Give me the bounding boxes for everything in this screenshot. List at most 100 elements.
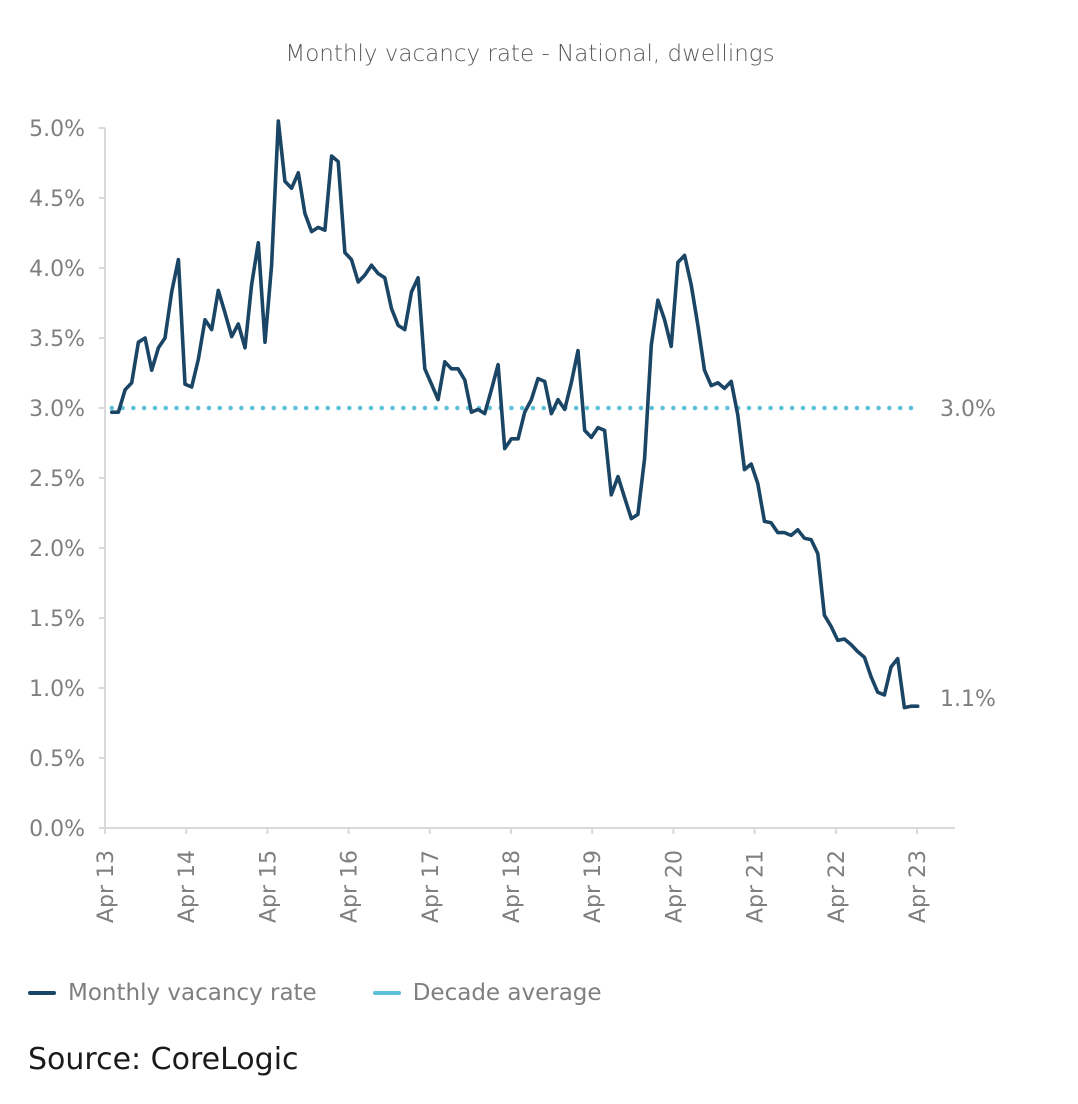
x-tick-label: Apr 14 xyxy=(175,850,200,923)
vacancy-data-point xyxy=(537,377,540,380)
y-tick-label: 4.0% xyxy=(29,257,85,282)
vacancy-data-point xyxy=(330,155,333,158)
vacancy-data-point xyxy=(110,411,113,414)
x-tick-label: Apr 21 xyxy=(744,850,769,923)
vacancy-data-point xyxy=(503,447,506,450)
vacancy-data-point xyxy=(224,311,227,314)
vacancy-data-point xyxy=(457,367,460,370)
vacancy-data-point xyxy=(290,187,293,190)
vacancy-data-point xyxy=(463,379,466,382)
vacancy-data-point xyxy=(743,468,746,471)
vacancy-data-point xyxy=(350,258,353,261)
vacancy-data-point xyxy=(217,289,220,292)
vacancy-data-point xyxy=(477,408,480,411)
vacancy-data-point xyxy=(403,328,406,331)
vacancy-data-point xyxy=(144,337,147,340)
y-tick-label: 0.0% xyxy=(29,817,85,842)
vacancy-data-point xyxy=(377,272,380,275)
vacancy-data-point xyxy=(876,691,879,694)
x-tick-label: Apr 15 xyxy=(256,850,281,923)
vacancy-data-point xyxy=(303,212,306,215)
vacancy-data-point xyxy=(170,290,173,293)
chart-title: Monthly vacancy rate - National, dwellin… xyxy=(285,41,774,67)
vacancy-data-point xyxy=(610,493,613,496)
vacancy-data-point xyxy=(763,520,766,523)
legend-item-monthly-vacancy-rate[interactable]: Monthly vacancy rate xyxy=(28,980,317,1006)
y-tick-label: 0.5% xyxy=(29,747,85,772)
vacancy-data-point xyxy=(317,226,320,229)
x-axis: Apr 13 Apr 14 Apr 15 Apr 16 Apr 17 Apr 18 Apr … xyxy=(94,827,955,923)
vacancy-data-point xyxy=(517,437,520,440)
vacancy-data-point xyxy=(916,705,919,708)
vacancy-data-point xyxy=(137,341,140,344)
vacancy-data-point xyxy=(337,160,340,163)
vacancy-data-point xyxy=(836,639,839,642)
vacancy-data-point xyxy=(603,429,606,432)
legend-swatch-decade-average xyxy=(372,991,401,995)
vacancy-data-point xyxy=(270,264,273,267)
vacancy-data-point xyxy=(323,229,326,232)
vacancy-data-point xyxy=(443,360,446,363)
y-tick-label: 2.0% xyxy=(29,537,85,562)
vacancy-data-point xyxy=(636,513,639,516)
vacancy-end-label: 1.1% xyxy=(940,687,996,712)
decade-average-end-label: 3.0% xyxy=(940,397,996,422)
vacancy-data-point xyxy=(204,318,207,321)
vacancy-data-point xyxy=(630,517,633,520)
vacancy-data-point xyxy=(663,318,666,321)
vacancy-data-point xyxy=(510,437,513,440)
vacancy-data-point xyxy=(383,276,386,279)
vacancy-data-point xyxy=(856,650,859,653)
vacancy-data-point xyxy=(883,694,886,697)
vacancy-data-point xyxy=(710,384,713,387)
y-tick-label: 3.5% xyxy=(29,327,85,352)
vacancy-data-point xyxy=(597,426,600,429)
vacancy-data-point xyxy=(770,521,773,524)
vacancy-data-point xyxy=(430,383,433,386)
monthly-vacancy-rate-line xyxy=(110,119,920,710)
vacancy-data-point xyxy=(490,388,493,391)
vacancy-data-point xyxy=(810,538,813,541)
vacancy-data-point xyxy=(164,337,167,340)
vacancy-data-point xyxy=(730,380,733,383)
vacancy-data-point xyxy=(277,120,280,123)
x-tick-label: Apr 13 xyxy=(94,850,119,923)
vacancy-data-point xyxy=(397,324,400,327)
vacancy-data-point xyxy=(543,380,546,383)
vacancy-data-point xyxy=(863,656,866,659)
vacancy-data-point xyxy=(523,411,526,414)
series-layer xyxy=(109,119,920,710)
vacancy-data-point xyxy=(623,496,626,499)
vacancy-data-point xyxy=(370,264,373,267)
vacancy-data-point xyxy=(796,528,799,531)
x-tick-label: Apr 17 xyxy=(419,850,444,923)
vacancy-data-point xyxy=(870,675,873,678)
vacancy-data-point xyxy=(244,346,247,349)
legend-label-monthly-vacancy-rate: Monthly vacancy rate xyxy=(68,980,317,1006)
vacancy-data-point xyxy=(703,369,706,372)
vacancy-data-point xyxy=(497,363,500,366)
end-labels: 3.0% 1.1% xyxy=(940,397,996,712)
vacancy-data-point xyxy=(650,344,653,347)
vacancy-data-point xyxy=(656,299,659,302)
vacancy-data-point xyxy=(683,254,686,257)
vacancy-data-point xyxy=(483,412,486,415)
vacancy-data-point xyxy=(570,381,573,384)
vacancy-data-point xyxy=(264,341,267,344)
x-tick-label: Apr 19 xyxy=(581,850,606,923)
vacancy-data-point xyxy=(390,307,393,310)
vacancy-data-point xyxy=(297,171,300,174)
vacancy-data-point xyxy=(417,276,420,279)
vacancy-data-point xyxy=(177,258,180,261)
vacancy-data-point xyxy=(250,283,253,286)
vacancy-data-point xyxy=(190,386,193,389)
legend-swatch-monthly-vacancy-rate xyxy=(28,991,56,995)
vacancy-data-point xyxy=(756,482,759,485)
vacancy-data-point xyxy=(283,180,286,183)
vacancy-data-point xyxy=(470,411,473,414)
vacancy-data-point xyxy=(790,534,793,537)
vacancy-data-point xyxy=(903,706,906,709)
vacancy-data-point xyxy=(643,457,646,460)
legend-item-decade-average[interactable]: Decade average xyxy=(372,980,602,1006)
